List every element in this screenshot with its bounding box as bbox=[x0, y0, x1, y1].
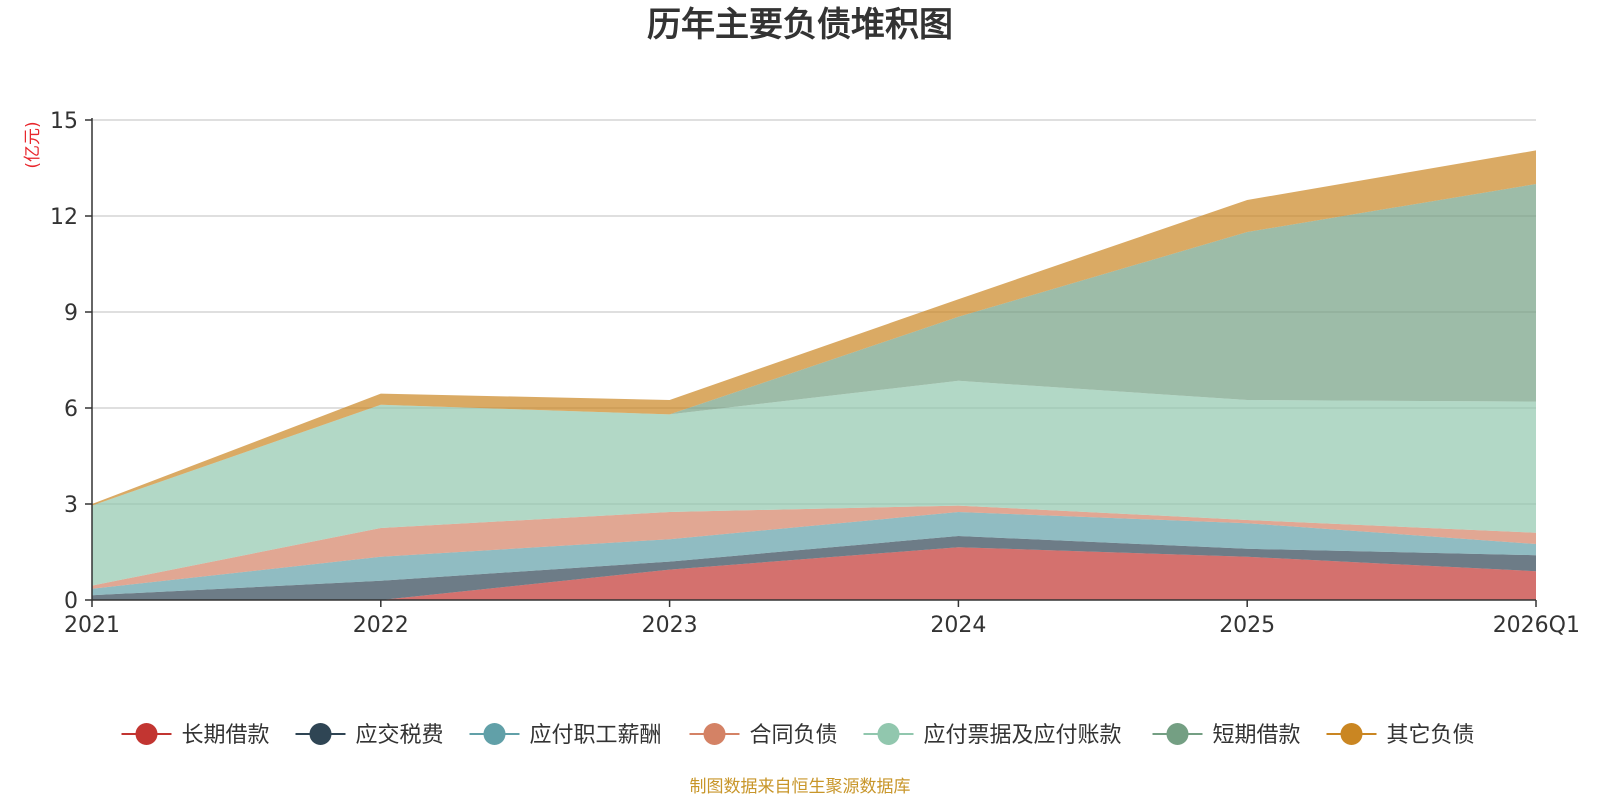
legend-marker bbox=[703, 723, 726, 745]
x-tick-label: 2024 bbox=[930, 613, 986, 638]
x-tick-label: 2026Q1 bbox=[1493, 613, 1580, 638]
x-tick-label: 2023 bbox=[642, 613, 698, 638]
legend-label: 短期借款 bbox=[1213, 723, 1301, 748]
y-tick-label: 15 bbox=[50, 109, 78, 134]
area-1[interactable] bbox=[92, 547, 1536, 600]
legend-marker bbox=[309, 723, 332, 745]
y-axis-unit: (亿元) bbox=[23, 121, 43, 168]
legend-item-5[interactable]: 应付票据及应付账款 bbox=[863, 723, 1122, 748]
data-source-note: 制图数据来自恒生聚源数据库 bbox=[690, 777, 911, 797]
legend-item-1[interactable]: 长期借款 bbox=[121, 723, 270, 748]
area-5[interactable] bbox=[92, 380, 1536, 586]
area-6[interactable] bbox=[92, 184, 1536, 506]
legend-item-4[interactable]: 合同负债 bbox=[689, 723, 838, 748]
x-tick-label: 2022 bbox=[353, 613, 409, 638]
chart-title: 历年主要负债堆积图 bbox=[647, 5, 953, 45]
legend-marker bbox=[877, 723, 900, 745]
legend[interactable]: 长期借款 应交税费 应付职工薪酬 合同负债 应付票据及应付账款 短期借款 其它负债 bbox=[121, 723, 1475, 748]
area-3[interactable] bbox=[92, 512, 1536, 596]
legend-marker bbox=[1340, 723, 1363, 745]
y-tick-label: 6 bbox=[64, 397, 78, 422]
area-2[interactable] bbox=[92, 536, 1536, 600]
legend-marker bbox=[483, 723, 506, 745]
legend-label: 应付票据及应付账款 bbox=[924, 723, 1122, 748]
legend-label: 长期借款 bbox=[182, 723, 270, 748]
legend-marker bbox=[135, 723, 158, 745]
x-tick-label: 2021 bbox=[64, 613, 120, 638]
legend-item-7[interactable]: 其它负债 bbox=[1326, 723, 1475, 748]
legend-label: 应付职工薪酬 bbox=[530, 723, 662, 748]
x-tick-label: 2025 bbox=[1219, 613, 1275, 638]
y-tick-label: 3 bbox=[64, 493, 78, 518]
area-4[interactable] bbox=[92, 505, 1536, 589]
legend-label: 其它负债 bbox=[1387, 723, 1475, 748]
y-tick-label: 9 bbox=[64, 301, 78, 326]
legend-item-3[interactable]: 应付职工薪酬 bbox=[469, 723, 662, 748]
legend-label: 应交税费 bbox=[356, 723, 444, 748]
area-7[interactable] bbox=[92, 150, 1536, 506]
y-tick-label: 0 bbox=[64, 589, 78, 614]
legend-marker bbox=[1166, 723, 1189, 745]
area-series bbox=[92, 150, 1536, 600]
legend-item-2[interactable]: 应交税费 bbox=[295, 723, 444, 748]
legend-item-6[interactable]: 短期借款 bbox=[1152, 723, 1301, 748]
legend-label: 合同负债 bbox=[750, 723, 838, 748]
axes: 0 3 6 9 12 15 2021 2022 2023 2024 2025 2026Q1 bbox=[50, 109, 1580, 638]
y-tick-label: 12 bbox=[50, 205, 78, 230]
